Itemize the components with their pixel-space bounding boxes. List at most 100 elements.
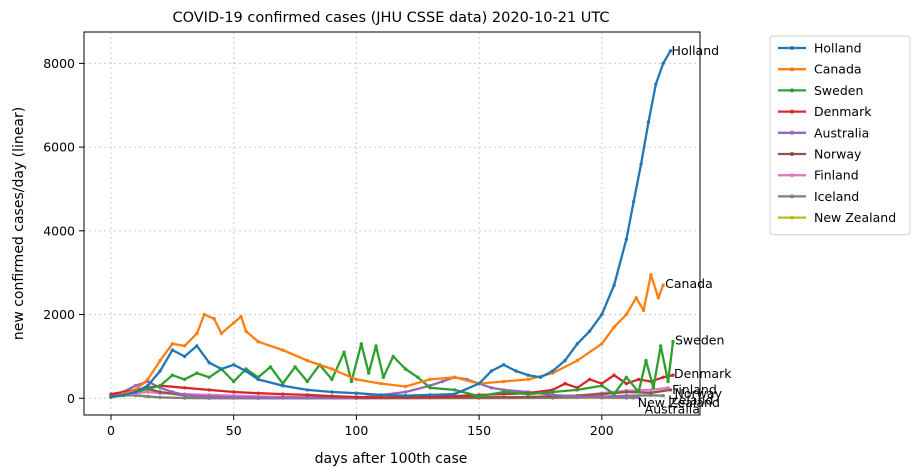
data-point <box>644 358 648 363</box>
data-point <box>600 392 604 396</box>
data-point <box>646 120 651 124</box>
data-point <box>109 392 113 396</box>
series-end-label: Canada <box>665 276 713 291</box>
data-point <box>146 377 150 382</box>
data-point <box>600 312 604 317</box>
data-point <box>452 375 457 379</box>
data-point <box>428 393 432 397</box>
data-point <box>281 392 285 396</box>
data-point <box>428 386 432 390</box>
data-point <box>440 379 444 384</box>
data-point <box>636 390 641 394</box>
data-point <box>244 369 248 373</box>
data-point <box>489 369 494 373</box>
data-point <box>636 395 641 400</box>
data-point <box>656 296 660 300</box>
data-point <box>207 375 211 379</box>
legend-entry-label: Australia <box>814 125 869 140</box>
data-point <box>330 367 334 371</box>
data-point <box>305 396 309 400</box>
data-point <box>305 393 309 397</box>
legend-marker <box>790 152 794 156</box>
data-point <box>207 388 211 392</box>
data-point <box>170 348 175 352</box>
series-end-label: Denmark <box>674 366 732 381</box>
data-point <box>293 365 297 369</box>
y-tick-label: 2000 <box>43 307 75 322</box>
y-tick-label: 0 <box>67 391 75 406</box>
data-point <box>403 384 408 389</box>
data-point <box>109 394 113 399</box>
data-point <box>256 340 260 344</box>
data-point <box>281 384 285 388</box>
legend-entry-label: Iceland <box>814 189 859 204</box>
data-point <box>146 390 150 394</box>
data-point <box>551 390 555 394</box>
x-tick-label: 200 <box>590 423 614 438</box>
data-point <box>526 373 530 377</box>
legend-marker <box>790 215 794 220</box>
data-point <box>354 377 359 382</box>
data-point <box>659 344 663 348</box>
series-line <box>110 376 639 400</box>
data-point <box>624 390 629 394</box>
data-point <box>182 377 187 382</box>
data-point <box>146 394 150 399</box>
data-point <box>502 379 506 384</box>
data-point <box>232 321 236 325</box>
data-point <box>502 363 506 367</box>
data-point <box>158 384 162 388</box>
data-point <box>305 358 309 363</box>
data-point <box>182 396 187 400</box>
data-point <box>649 388 653 392</box>
data-point <box>428 377 432 382</box>
data-point <box>600 384 604 388</box>
data-point <box>133 390 138 394</box>
legend-entry-label: Holland <box>814 41 862 56</box>
data-point <box>391 354 395 359</box>
axes-frame <box>83 31 701 416</box>
y-tick-label: 6000 <box>43 140 75 155</box>
legend-entry-label: New Zealand <box>814 210 896 225</box>
data-point <box>661 283 665 287</box>
data-point <box>374 344 378 348</box>
data-point <box>182 393 187 397</box>
data-point <box>219 367 224 371</box>
legend-marker <box>790 67 794 72</box>
data-point <box>624 237 629 241</box>
data-point <box>587 329 592 333</box>
data-point <box>632 199 636 204</box>
data-point <box>330 394 334 398</box>
data-point <box>661 61 665 66</box>
data-point <box>207 361 211 365</box>
gridlines <box>84 32 700 415</box>
data-point <box>600 395 604 400</box>
series-line <box>110 273 665 399</box>
data-point <box>330 390 334 394</box>
data-point <box>239 314 243 319</box>
x-tick-label: 150 <box>467 423 491 438</box>
data-point <box>639 162 643 166</box>
data-point <box>256 396 260 400</box>
data-point <box>182 354 187 359</box>
data-point <box>668 388 673 392</box>
y-tick-label: 8000 <box>43 56 75 71</box>
data-point <box>661 394 665 398</box>
data-point <box>526 377 530 382</box>
legend-marker <box>790 130 794 135</box>
data-point <box>379 395 383 400</box>
data-point <box>195 344 199 348</box>
series-end-label: Norway <box>675 386 723 401</box>
data-point <box>551 369 555 373</box>
data-point <box>575 358 579 363</box>
data-point <box>359 342 363 346</box>
data-point <box>232 390 236 394</box>
x-axis-label: days after 100th case <box>315 451 468 467</box>
series-line <box>110 341 675 399</box>
legend-entry-label: Norway <box>814 147 862 162</box>
data-point <box>477 381 481 386</box>
legend-entry-label: Denmark <box>814 104 872 119</box>
data-point <box>624 375 629 379</box>
data-point <box>452 388 457 392</box>
